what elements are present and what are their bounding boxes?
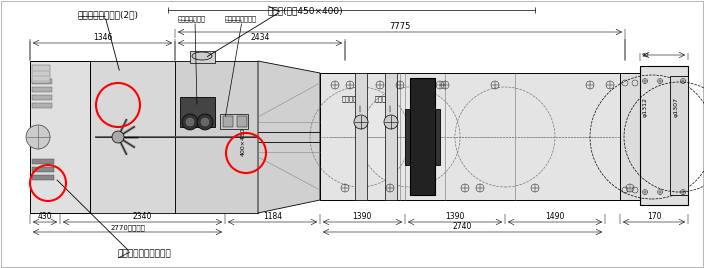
Polygon shape bbox=[258, 61, 320, 213]
Circle shape bbox=[186, 118, 194, 126]
Bar bbox=[620, 73, 640, 200]
Text: 400×450: 400×450 bbox=[241, 128, 246, 156]
Text: 430: 430 bbox=[38, 212, 52, 221]
Text: 92: 92 bbox=[642, 53, 650, 58]
Circle shape bbox=[182, 114, 198, 130]
Bar bbox=[30, 61, 90, 213]
Bar bbox=[32, 103, 52, 108]
Bar bbox=[32, 87, 52, 92]
Circle shape bbox=[201, 118, 209, 126]
Text: φ1307: φ1307 bbox=[674, 97, 679, 117]
Bar bbox=[355, 73, 367, 200]
Circle shape bbox=[360, 87, 460, 187]
Bar bbox=[180, 97, 215, 127]
Circle shape bbox=[112, 131, 124, 143]
Text: 減速機付電動機: 減速機付電動機 bbox=[178, 15, 206, 22]
Bar bbox=[670, 76, 688, 195]
Bar bbox=[32, 95, 52, 100]
Bar bbox=[640, 66, 688, 205]
Text: チャンバー撹拄羼(2段): チャンバー撹拄羼(2段) bbox=[78, 10, 139, 19]
Text: 排土バルブ: 排土バルブ bbox=[375, 95, 395, 102]
Bar bbox=[190, 51, 215, 63]
Bar bbox=[410, 78, 435, 195]
Text: 排土口(楕円450×400): 排土口(楕円450×400) bbox=[268, 6, 344, 15]
Text: 2770（全長）: 2770（全長） bbox=[111, 224, 146, 231]
Text: 1346: 1346 bbox=[93, 33, 112, 42]
Bar bbox=[32, 159, 54, 164]
Text: 1184: 1184 bbox=[263, 212, 282, 221]
Text: 2434: 2434 bbox=[251, 33, 270, 42]
Circle shape bbox=[354, 115, 368, 129]
Bar bbox=[32, 79, 52, 84]
Text: 1390: 1390 bbox=[352, 212, 372, 221]
Bar bbox=[220, 114, 248, 129]
Ellipse shape bbox=[192, 52, 212, 60]
Text: 2740: 2740 bbox=[452, 222, 472, 231]
Text: 1490: 1490 bbox=[546, 212, 565, 221]
Bar bbox=[32, 175, 54, 180]
Text: 1390: 1390 bbox=[446, 212, 465, 221]
Text: 方向修正ジャッキ: 方向修正ジャッキ bbox=[225, 15, 257, 22]
Bar bbox=[32, 65, 50, 83]
Text: 7775: 7775 bbox=[389, 22, 410, 31]
Text: φ1312: φ1312 bbox=[643, 97, 648, 117]
Bar bbox=[385, 73, 397, 200]
Text: 排土バルブ: 排土バルブ bbox=[342, 95, 362, 102]
Text: カッタ背面スクレーパ: カッタ背面スクレーパ bbox=[118, 249, 172, 258]
Circle shape bbox=[26, 125, 50, 149]
Bar bbox=[237, 116, 247, 127]
Text: 2340: 2340 bbox=[132, 212, 151, 221]
Bar bbox=[405, 109, 440, 165]
Circle shape bbox=[384, 115, 398, 129]
Bar bbox=[320, 73, 620, 200]
Bar bbox=[223, 116, 233, 127]
Bar bbox=[32, 167, 54, 172]
Text: 170: 170 bbox=[647, 212, 661, 221]
Circle shape bbox=[197, 114, 213, 130]
Bar bbox=[175, 61, 258, 213]
Bar bbox=[90, 61, 175, 213]
